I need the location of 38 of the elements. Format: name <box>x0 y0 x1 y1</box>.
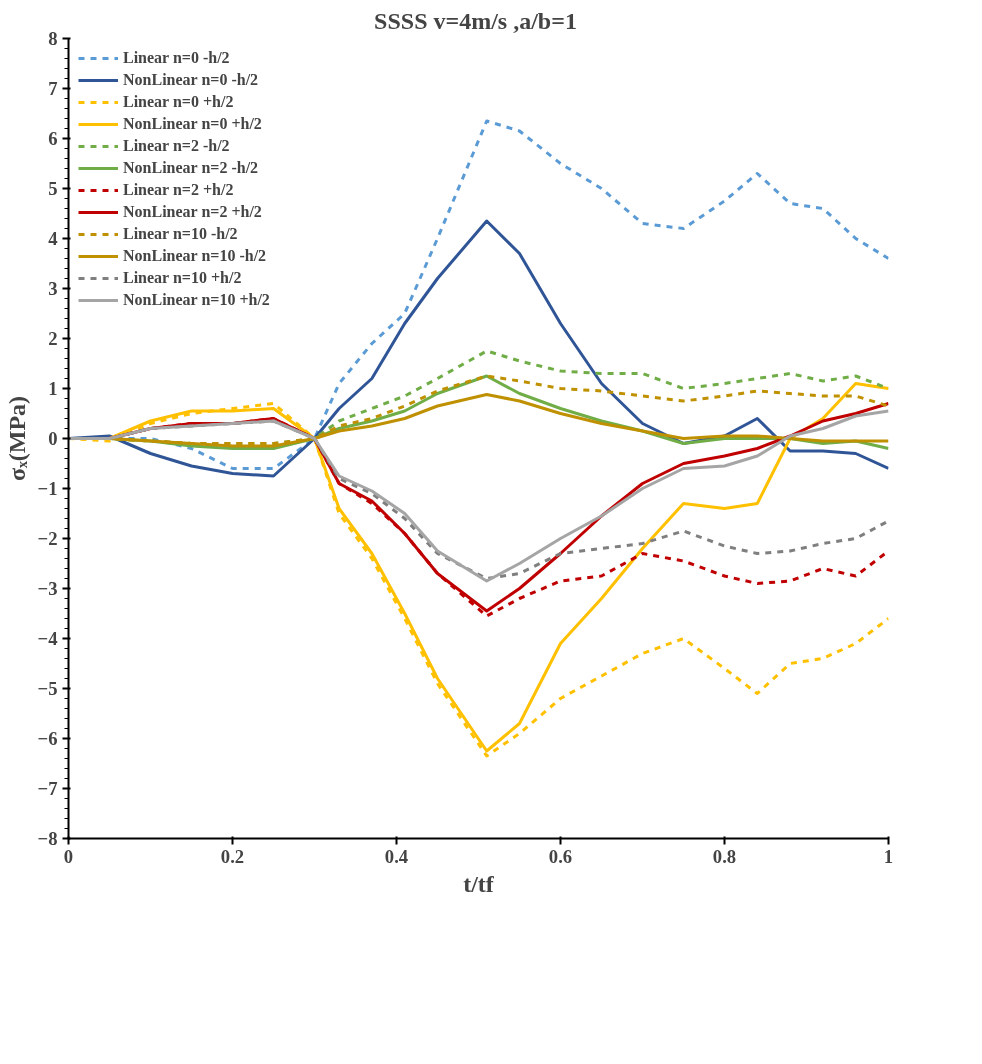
y-tick-label: 5 <box>48 178 58 199</box>
y-tick-label: −5 <box>37 678 58 699</box>
y-tick-label: 3 <box>48 278 58 299</box>
y-tick-label: 2 <box>48 328 58 349</box>
legend-label: NonLinear n=10 -h/2 <box>123 247 267 265</box>
y-tick-label: −4 <box>37 628 58 649</box>
legend-label: Linear n=0 -h/2 <box>123 49 230 67</box>
x-tick-label: 0.6 <box>548 845 573 867</box>
y-axis-title: σₓ(MPa) <box>3 395 30 482</box>
y-tick-label: −3 <box>37 578 58 599</box>
x-axis-title: t/tf <box>463 870 495 897</box>
legend-label: Linear n=0 +h/2 <box>123 93 234 111</box>
legend-label: NonLinear n=2 -h/2 <box>123 159 259 177</box>
legend-label: Linear n=10 +h/2 <box>123 269 242 287</box>
legend-label: NonLinear n=0 -h/2 <box>123 71 259 89</box>
y-tick-label: 1 <box>48 378 58 399</box>
x-tick-label: 0 <box>63 845 74 867</box>
legend-label: NonLinear n=10 +h/2 <box>123 291 270 309</box>
y-tick-label: 0 <box>48 428 58 449</box>
x-tick-label: 1 <box>883 845 894 867</box>
legend-label: NonLinear n=0 +h/2 <box>123 115 262 133</box>
chart-title: SSSS v=4m/s ,a/b=1 <box>374 7 577 34</box>
y-tick-label: 6 <box>48 128 58 149</box>
y-tick-label: 4 <box>48 228 58 249</box>
y-tick-label: −6 <box>37 728 58 749</box>
x-tick-label: 0.2 <box>220 845 245 867</box>
y-tick-label: 7 <box>48 78 58 99</box>
legend-label: Linear n=2 +h/2 <box>123 181 234 199</box>
legend-label: Linear n=10 -h/2 <box>123 225 238 243</box>
y-tick-label: −8 <box>37 828 58 849</box>
y-tick-label: 8 <box>48 28 58 49</box>
legend-label: Linear n=2 -h/2 <box>123 137 230 155</box>
legend-label: NonLinear n=2 +h/2 <box>123 203 262 221</box>
x-tick-label: 0.8 <box>712 845 737 867</box>
x-tick-label: 0.4 <box>384 845 409 867</box>
y-tick-label: −1 <box>37 478 58 499</box>
y-tick-label: −2 <box>37 528 58 549</box>
y-tick-label: −7 <box>37 778 58 799</box>
